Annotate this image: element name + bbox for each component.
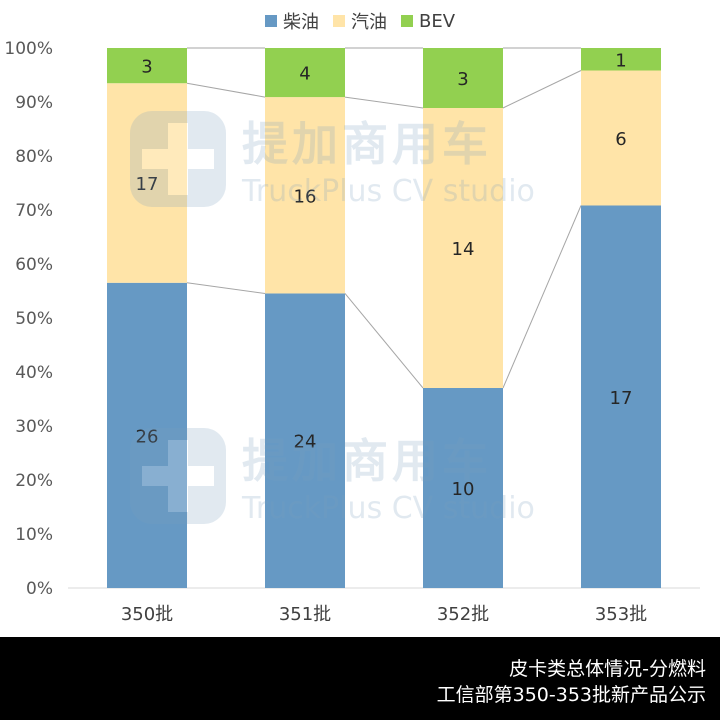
bar-segment-gasoline xyxy=(423,108,503,388)
legend-swatch-gasoline xyxy=(332,15,345,27)
series-connector-line xyxy=(186,282,266,294)
bar-segment-bev xyxy=(107,48,187,84)
x-tick-label: 353批 xyxy=(595,604,647,625)
legend-item-bev: BEV xyxy=(400,8,456,34)
bar-segment-bev xyxy=(265,48,345,98)
data-label: 16 xyxy=(294,186,317,207)
y-tick-label: 30% xyxy=(15,417,53,437)
legend-swatch-diesel xyxy=(264,15,277,27)
y-tick-label: 60% xyxy=(15,255,53,275)
y-tick-label: 10% xyxy=(15,525,53,545)
x-tick-label: 350批 xyxy=(121,604,173,625)
data-label: 14 xyxy=(452,239,475,260)
series-connector-line xyxy=(502,205,582,389)
y-tick-label: 70% xyxy=(15,201,53,221)
data-label: 17 xyxy=(136,174,159,195)
watermark-top: 提加商用车 TruckPlus CV studio xyxy=(128,108,535,209)
data-label: 17 xyxy=(610,388,633,409)
x-tick-label: 352批 xyxy=(437,604,489,625)
bar-segment-diesel xyxy=(581,205,661,588)
y-tick-label: 40% xyxy=(15,363,53,383)
watermark-en: TruckPlus CV studio xyxy=(242,174,535,209)
y-tick-label: 100% xyxy=(4,39,53,59)
bar-segment-diesel xyxy=(107,282,187,588)
watermark-cn: 提加商用车 xyxy=(242,434,492,488)
watermark-bottom: 提加商用车 TruckPlus CV studio xyxy=(128,425,535,526)
series-connector-line xyxy=(502,70,582,109)
footer-banner: 皮卡类总体情况-分燃料 工信部第350-353批新产品公示 xyxy=(0,637,720,720)
legend-item-gasoline: 汽油 xyxy=(332,8,387,34)
bar-segment-diesel xyxy=(265,293,345,588)
data-label: 3 xyxy=(457,69,468,90)
data-label: 3 xyxy=(141,57,152,78)
x-tick-label: 351批 xyxy=(279,604,331,625)
bar-segment-gasoline xyxy=(581,70,661,206)
legend-label-diesel: 柴油 xyxy=(282,12,319,33)
bar-segment-gasoline xyxy=(107,83,187,283)
data-label: 26 xyxy=(136,426,159,447)
data-label: 24 xyxy=(294,432,317,453)
bar-segment-diesel xyxy=(423,388,503,588)
watermark-logo-icon xyxy=(130,427,226,524)
y-tick-label: 0% xyxy=(26,579,53,599)
legend-label-gasoline: 汽油 xyxy=(350,12,387,33)
series-connector-line xyxy=(344,96,424,109)
legend: 柴油 汽油 BEV xyxy=(0,8,720,34)
stacked-bar-chart: 0% 10% 20% 30% 40% 50% 60% 70% 80% 90% 100% 26 17 3 35… xyxy=(4,39,700,625)
legend-swatch-bev xyxy=(400,15,413,27)
bar-segment-bev xyxy=(581,48,661,71)
data-label: 1 xyxy=(615,50,626,71)
legend-label-bev: BEV xyxy=(418,10,456,32)
y-tick-label: 50% xyxy=(15,309,53,329)
data-label: 6 xyxy=(615,129,626,150)
data-label: 10 xyxy=(452,479,475,500)
y-tick-label: 90% xyxy=(15,93,53,113)
data-label: 4 xyxy=(299,64,310,85)
series-connector-line xyxy=(186,82,266,98)
bar-segment-gasoline xyxy=(265,97,345,294)
bar-segment-bev xyxy=(423,48,503,108)
series-connector-line xyxy=(344,293,424,389)
watermark-cn: 提加商用车 xyxy=(242,117,492,171)
legend-item-diesel: 柴油 xyxy=(264,8,319,34)
y-tick-label: 80% xyxy=(15,147,53,167)
footer-subtitle: 工信部第350-353批新产品公示 xyxy=(436,684,706,706)
watermark-logo-icon xyxy=(130,110,226,207)
y-tick-label: 20% xyxy=(15,471,53,491)
footer-title: 皮卡类总体情况-分燃料 xyxy=(509,658,706,680)
watermark-en: TruckPlus CV studio xyxy=(242,491,535,526)
